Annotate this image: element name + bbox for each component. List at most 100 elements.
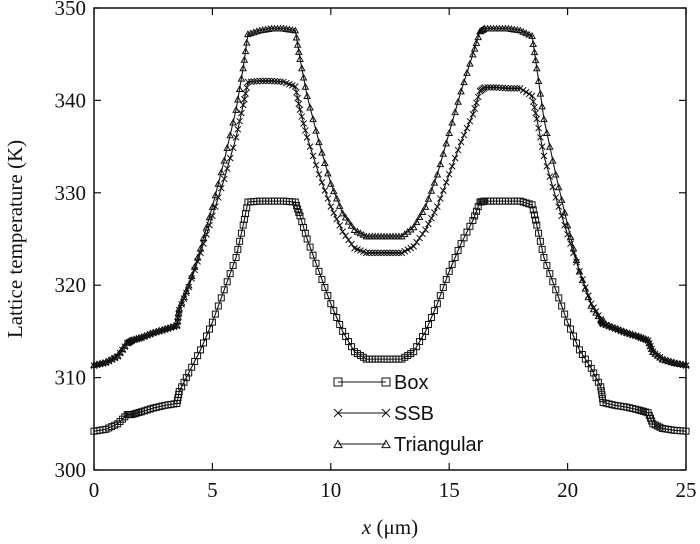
data-point-ssb [502,84,509,92]
data-point-box [318,275,326,283]
data-point-triangular [436,160,445,168]
data-point-ssb [312,161,320,169]
y-tick-label: 340 [55,88,87,112]
legend-marker-triangular [333,439,343,449]
data-point-ssb [306,143,314,150]
data-point-triangular [132,334,141,342]
data-point-ssb [345,236,352,244]
x-tick-label: 20 [557,478,578,502]
data-point-box [133,409,141,417]
data-point-ssb [223,165,231,172]
data-point-ssb [460,131,468,139]
legend-marker-ssb [333,408,343,418]
data-point-ssb [484,84,492,91]
data-point-box [336,320,344,328]
legend: Box SSB Triangular [333,372,484,456]
data-point-box [530,211,538,219]
data-point-ssb [535,124,542,132]
data-point-triangular [448,118,457,126]
data-point-ssb [445,170,453,178]
data-point-triangular [104,356,113,364]
data-point-ssb [469,110,477,118]
data-point-box [536,237,544,245]
data-point-ssb [454,146,462,154]
data-point-triangular [560,208,569,216]
data-point-triangular [107,354,116,362]
data-point-ssb [522,88,530,96]
data-point-triangular [110,353,119,361]
data-point-box [654,422,662,430]
y-tick-label: 310 [55,366,87,390]
data-point-triangular [241,47,250,55]
data-point-box [234,245,242,253]
data-point-triangular [135,333,143,341]
legend-item-box: Box [333,372,428,394]
legend-label-triangular: Triangular [394,434,484,456]
data-point-box [597,387,605,395]
data-point-triangular [180,293,188,300]
legend-marker-ssb [381,408,391,418]
data-point-ssb [301,127,309,134]
data-point-triangular [116,348,124,356]
data-point-ssb [383,249,391,257]
data-point-ssb [259,77,267,85]
data-point-triangular [193,253,202,261]
data-point-box [202,332,210,340]
data-point-triangular [427,186,436,194]
data-point-box [114,420,122,428]
data-point-ssb [457,138,465,146]
data-point-ssb [309,152,317,160]
data-point-box [130,410,138,418]
data-point-triangular [312,126,320,134]
data-point-triangular [457,87,465,95]
data-point-ssb [473,99,480,107]
data-point-ssb [371,249,379,257]
data-point-triangular [296,55,304,63]
data-point-box [637,407,645,415]
series-box [90,197,690,435]
data-point-box [220,286,228,294]
data-point-ssb [416,234,423,242]
data-point-ssb [474,93,482,101]
data-point-triangular [614,325,622,333]
data-point-triangular [120,341,129,349]
data-point-ssb [236,117,243,125]
data-point-box [237,229,245,237]
data-point-triangular [578,276,587,284]
y-tick-label: 300 [55,458,87,482]
data-point-ssb [546,173,554,180]
x-axis-label: x (μm) [361,515,418,539]
data-point-triangular [326,179,335,187]
data-point-triangular [474,33,483,41]
data-point-box [226,270,234,278]
data-point-triangular [332,194,341,202]
data-point-box [427,314,435,322]
data-point-ssb [250,78,258,85]
data-point-box [229,262,237,270]
data-point-box [540,253,548,261]
data-point-ssb [499,84,506,92]
data-point-triangular [223,144,232,151]
legend-item-ssb: SSB [333,403,434,425]
data-point-box [118,415,126,423]
data-point-triangular [329,187,338,195]
data-point-box [599,395,607,403]
data-point-ssb [242,90,249,97]
data-point-ssb [220,175,228,183]
data-point-ssb [226,154,234,162]
data-point-triangular [101,358,110,366]
data-point-box [533,221,541,229]
data-point-box [592,374,600,382]
x-tick-label: 5 [207,478,218,502]
data-point-box [567,325,575,333]
data-point-triangular [321,159,329,166]
data-point-ssb [274,78,281,85]
x-tick-label: 25 [676,478,697,502]
data-point-box [116,417,124,425]
data-point-triangular [174,308,183,316]
data-point-triangular [237,74,246,82]
y-tick-label: 320 [55,273,87,297]
data-point-box [333,314,341,322]
data-point-triangular [463,68,471,76]
